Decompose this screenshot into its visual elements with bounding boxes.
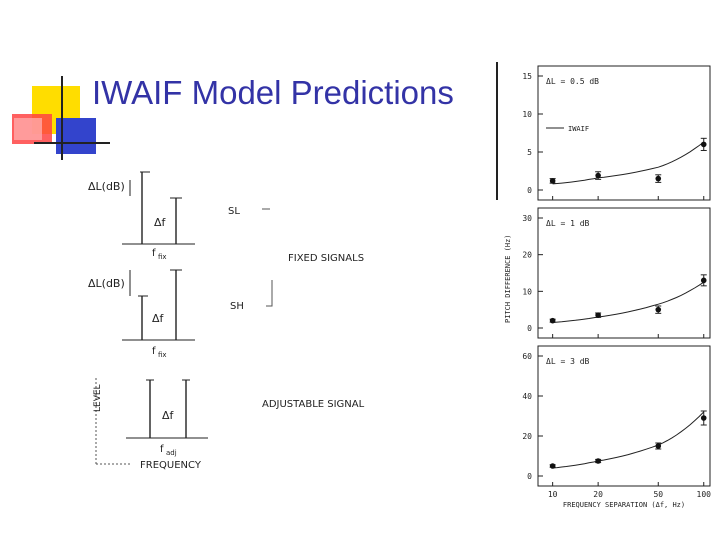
schematic-adjustable: LEVEL FREQUENCY Δf f adj ADJUSTABLE SIGN… [93, 378, 365, 471]
y-tick-label: 0 [527, 186, 532, 195]
panel-annotation: ΔL = 1 dB [546, 219, 590, 228]
x-axis-label: FREQUENCY SEPARATION (Δf, Hz) [563, 501, 685, 509]
f-fix-sub-2: fix [158, 351, 167, 359]
delta-f-label-3: Δf [162, 409, 175, 422]
deco-pink-square [14, 118, 42, 140]
pitch-difference-charts: 0 5 10 15 ΔL = 0.5 dB IWAIF 0 10 20 30 ΔL = 1 dB PI… [504, 65, 712, 509]
data-point [595, 312, 601, 318]
y-tick-label: 40 [522, 392, 532, 401]
x-tick-label: 100 [697, 490, 712, 499]
data-point [595, 172, 601, 179]
y-axis-label: PITCH DIFFERENCE (Hz) [504, 234, 512, 323]
y-tick-label: 60 [522, 352, 532, 361]
sl-label: SL [228, 206, 240, 217]
delta-f-label-1: Δf [154, 216, 167, 229]
chart-panel-3: 0 20 40 60 10 20 50 100 ΔL = 3 dB FREQUENCY SEPAR… [522, 345, 712, 509]
data-point [655, 306, 662, 313]
y-tick-label: 0 [527, 472, 532, 481]
data-point [700, 141, 707, 148]
y-tick-label: 20 [522, 251, 532, 260]
delta-l-label-1: ΔL(dB) [88, 180, 125, 193]
x-tick-label: 20 [593, 490, 603, 499]
f-adj-label: f [160, 444, 164, 455]
data-point [595, 458, 601, 464]
delta-f-label-2: Δf [152, 312, 165, 325]
f-fix-label-2: f [152, 346, 156, 357]
model-curve [552, 281, 704, 323]
f-adj-sub: adj [166, 449, 177, 457]
sh-label: SH [230, 301, 244, 312]
data-point [700, 415, 707, 421]
chart-panel-1: 0 5 10 15 ΔL = 0.5 dB IWAIF [522, 65, 711, 201]
title-decoration [12, 76, 110, 160]
panel-frame-1 [537, 65, 711, 201]
fixed-signals-label: FIXED SIGNALS [288, 253, 364, 264]
adjustable-signal-label: ADJUSTABLE SIGNAL [262, 399, 365, 410]
level-label: LEVEL [93, 384, 103, 412]
y-tick-label: 20 [522, 432, 532, 441]
frequency-label: FREQUENCY [140, 460, 202, 471]
y-tick-label: 30 [522, 214, 532, 223]
f-fix-sub-1: fix [158, 253, 167, 261]
panel-annotation: ΔL = 0.5 dB [546, 77, 599, 86]
data-point [700, 277, 707, 284]
y-tick-label: 5 [527, 148, 532, 157]
data-point [549, 463, 556, 469]
f-fix-label-1: f [152, 248, 156, 259]
delta-l-label-2: ΔL(dB) [88, 277, 125, 290]
x-tick-label: 10 [548, 490, 558, 499]
model-curve [552, 411, 705, 469]
schematic-fixed-sl: ΔL(dB) Δf f fix SL [88, 171, 270, 261]
y-tick-label: 15 [522, 72, 532, 81]
model-curve [552, 141, 705, 185]
data-point [549, 317, 556, 324]
panel-annotation: ΔL = 3 dB [546, 357, 590, 366]
y-tick-label: 10 [522, 110, 532, 119]
panel-frame-2 [537, 207, 711, 339]
data-point [549, 178, 556, 184]
data-point [655, 443, 662, 449]
legend-label: IWAIF [568, 125, 589, 133]
schematic-fixed-sh: ΔL(dB) Δf f fix SH [88, 269, 273, 359]
x-tick-label: 50 [653, 490, 663, 499]
chart-panel-2: 0 10 20 30 ΔL = 1 dB PITCH DIFFERENCE (Hz) [504, 207, 711, 339]
slide-title: IWAIF Model Predictions [92, 74, 454, 111]
y-tick-label: 0 [527, 324, 532, 333]
data-point [655, 175, 662, 182]
y-tick-label: 10 [522, 287, 532, 296]
panel-frame-3 [537, 345, 711, 487]
